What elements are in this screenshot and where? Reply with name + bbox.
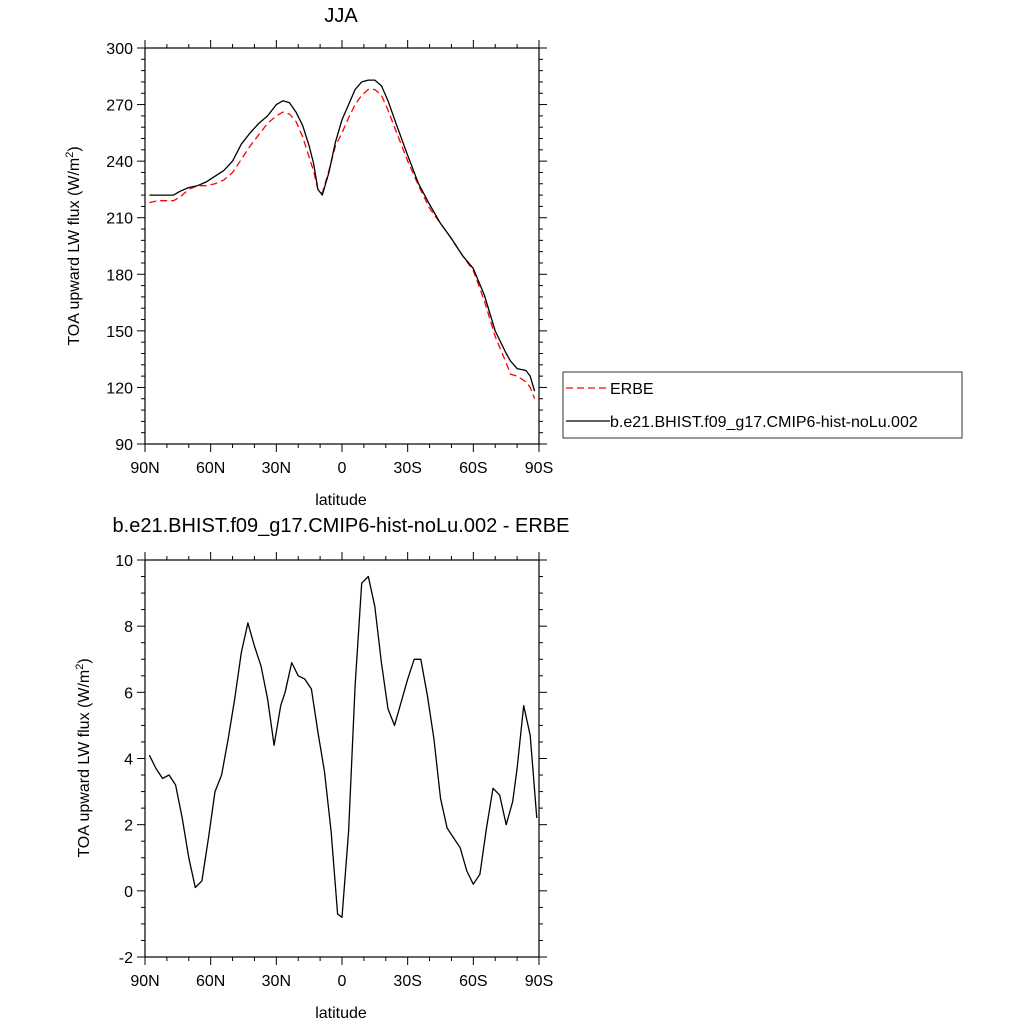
bot-xtick-label: 60S <box>459 973 487 990</box>
top-axis-ticks: 90N 60N 30N 0 30S 60S 90S 90 120 150 180 210 240 270 3… <box>106 40 553 477</box>
legend-box <box>562 371 963 439</box>
bot-ytick-label: 10 <box>115 553 133 570</box>
top-panel: JJA 90N 60N 30N 0 30S 60S 90S 90 120 150 180 210 240… <box>64 5 963 509</box>
bot-xtick-label: 90N <box>130 973 159 990</box>
bot-series-line-model <box>148 575 538 918</box>
legend-label-erbe: ERBE <box>610 381 654 398</box>
bottom-title: b.e21.BHIST.f09_g17.CMIP6-hist-noLu.002 … <box>113 515 570 537</box>
bottom-panel: b.e21.BHIST.f09_g17.CMIP6-hist-noLu.002 … <box>74 515 569 1022</box>
top-xtick-label: 60S <box>459 460 487 477</box>
top-plot-frame <box>144 47 540 445</box>
top-ytick-label: 240 <box>106 154 133 171</box>
top-series-line-model <box>149 79 536 392</box>
top-xtick-label: 90N <box>130 460 159 477</box>
bottom-series-group <box>148 575 538 918</box>
legend-label-model: b.e21.BHIST.f09_g17.CMIP6-hist-noLu.002 <box>610 414 918 431</box>
bot-xtick-label: 90S <box>525 973 553 990</box>
top-x-axis-label: latitude <box>315 492 367 509</box>
top-ytick-label: 150 <box>106 324 133 341</box>
bot-ytick-label: 6 <box>124 685 133 702</box>
bottom-axis-ticks: 90N 60N 30N 0 30S 60S 90S -2 0 2 4 6 8 10 <box>115 552 553 990</box>
top-series-group <box>149 79 536 399</box>
bot-ytick-label: -2 <box>119 950 133 967</box>
bot-xtick-label: 60N <box>196 973 225 990</box>
top-ytick-label: 270 <box>106 98 133 115</box>
bot-ytick-label: 8 <box>124 619 133 636</box>
top-y-axis-label: TOA upward LW flux (W/m2) <box>64 146 83 345</box>
top-ytick-label: 90 <box>115 437 133 454</box>
top-xtick-label: 60N <box>196 460 225 477</box>
top-ytick-label: 300 <box>106 41 133 58</box>
bot-ytick-label: 4 <box>124 752 133 769</box>
bot-xtick-label: 0 <box>338 973 347 990</box>
top-series-line-erbe <box>149 88 536 399</box>
top-ytick-label: 210 <box>106 211 133 228</box>
top-xtick-label: 0 <box>338 460 347 477</box>
legend: ERBE b.e21.BHIST.f09_g17.CMIP6-hist-noLu… <box>562 371 963 439</box>
top-xtick-label: 90S <box>525 460 553 477</box>
top-ytick-label: 180 <box>106 267 133 284</box>
bottom-y-axis-label: TOA upward LW flux (W/m2) <box>74 658 93 857</box>
bottom-x-axis-label: latitude <box>315 1005 367 1022</box>
bottom-plot-frame <box>144 559 540 958</box>
top-title: JJA <box>324 5 358 27</box>
bot-ytick-label: 0 <box>124 884 133 901</box>
bot-ytick-label: 2 <box>124 818 133 835</box>
top-xtick-label: 30N <box>262 460 291 477</box>
top-xtick-label: 30S <box>393 460 421 477</box>
bot-xtick-label: 30S <box>393 973 421 990</box>
bot-xtick-label: 30N <box>262 973 291 990</box>
top-ytick-label: 120 <box>106 380 133 397</box>
